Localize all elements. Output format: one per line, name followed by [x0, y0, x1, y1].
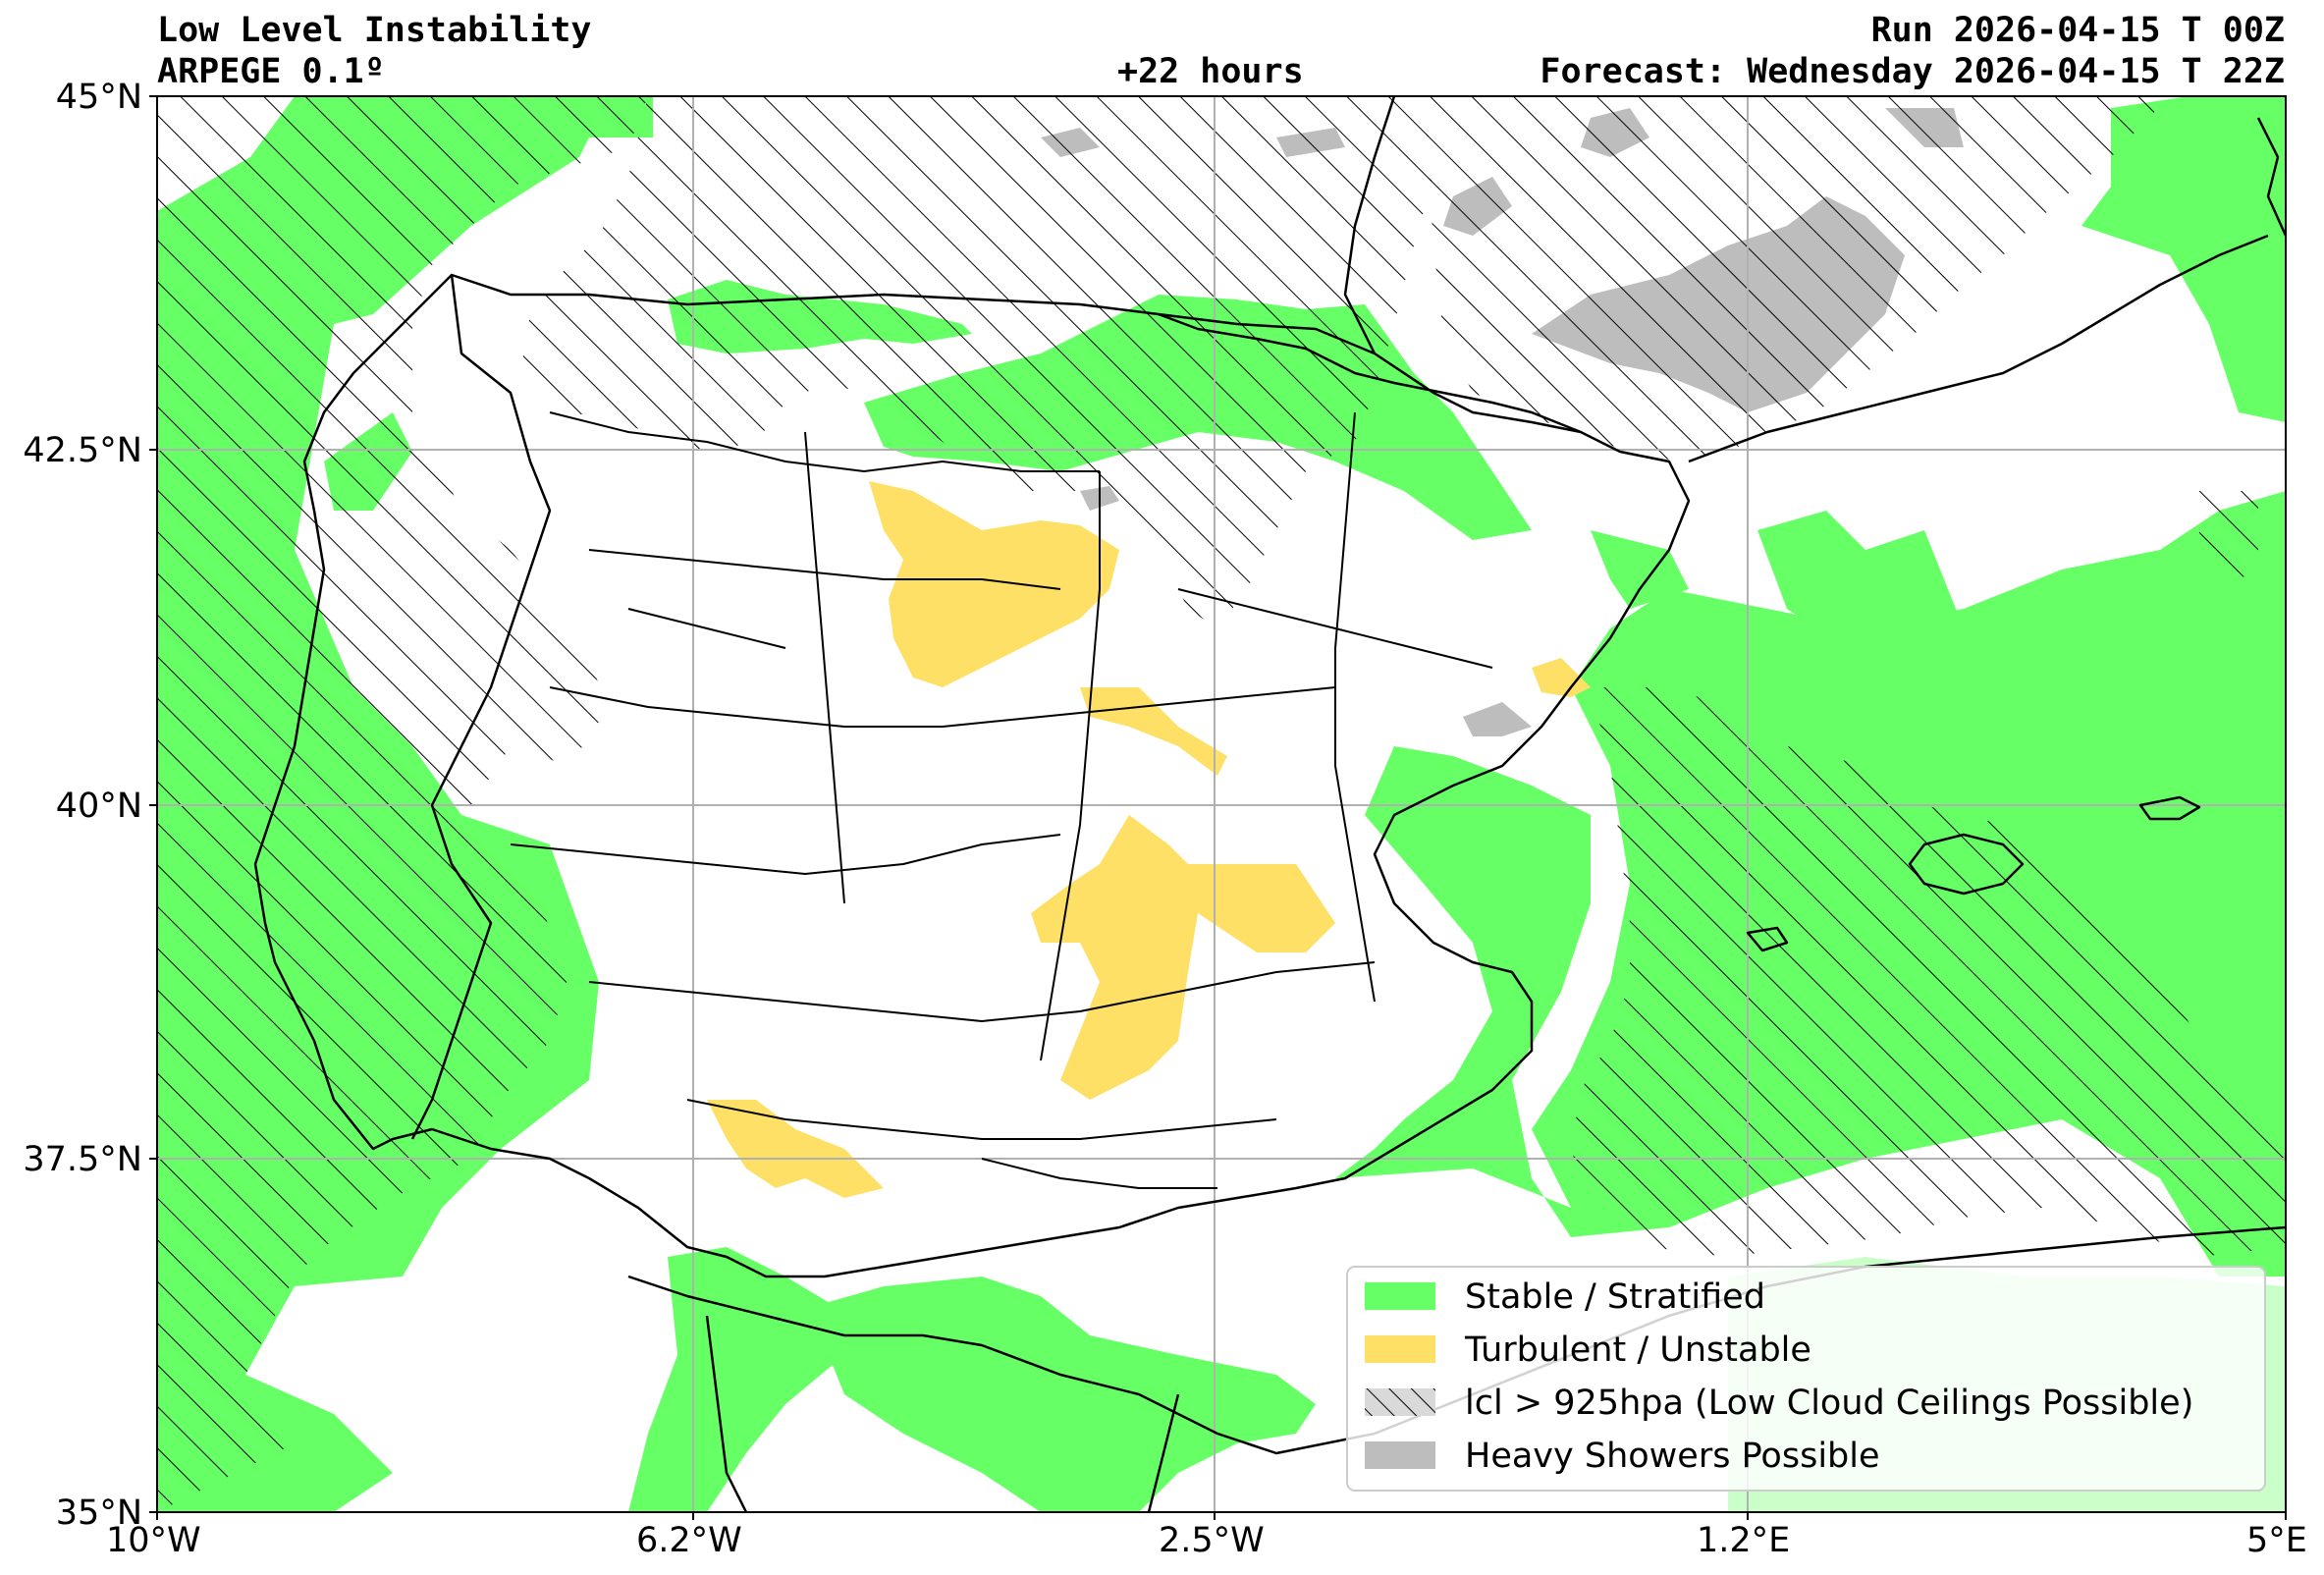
hatch-mediterranean [1571, 687, 2286, 1257]
model-label: ARPEGE 0.1º [157, 52, 385, 91]
north-africa-coast [627, 1225, 2286, 1455]
legend-swatch-lcl-hatch [1365, 1388, 1435, 1416]
legend-label-stable: Stable / Stratified [1465, 1277, 1765, 1317]
lon-label-1-2e: 1.2°E [1697, 1521, 1791, 1560]
legend: Stable / Stratified Turbulent / Unstable… [1346, 1266, 2266, 1492]
north-africa-border-1 [705, 1315, 748, 1512]
coastline-and-borders [253, 96, 2286, 1512]
unstable-la-mancha [1031, 815, 1335, 1100]
majorca-island [1908, 833, 2025, 896]
legend-swatch-showers [1365, 1441, 1435, 1469]
legend-label-showers: Heavy Showers Possible [1465, 1437, 1880, 1476]
forecast-valid-label: Forecast: Wednesday 2026-04-15 T 22Z [1540, 52, 2285, 91]
legend-label-unstable: Turbulent / Unstable [1464, 1331, 1811, 1370]
hatch-northeast [1424, 96, 2170, 462]
pyrenees-border [1158, 312, 1582, 434]
lon-label-5e: 5°E [2246, 1521, 2307, 1560]
corsica-sardinia-edge [2256, 117, 2286, 237]
lead-time-label: +22 hours [1117, 52, 1304, 91]
menorca-island [2138, 795, 2201, 821]
france-gulf-lion [1688, 234, 2269, 463]
lon-label-6-2w: 6.2°W [636, 1521, 742, 1560]
unstable-ebro-spot [1532, 658, 1591, 697]
legend-swatch-stable [1365, 1282, 1435, 1310]
showers-ebro [1463, 702, 1532, 736]
internal-province-lines [510, 411, 1493, 1189]
hatch-east-ne [2199, 491, 2258, 589]
unstable-castilla-north [869, 481, 1119, 687]
lat-label-35n: 35°N [55, 1494, 142, 1533]
stable-east-coast-strip [1757, 511, 1964, 648]
portugal-spain-border [410, 274, 552, 1140]
north-africa-border-2 [1147, 1393, 1180, 1512]
chart-title: Low Level Instability [157, 11, 592, 50]
tick-marks [149, 95, 2287, 1520]
legend-label-lcl: lcl > 925hpa (Low Cloud Ceilings Possibl… [1465, 1384, 2193, 1423]
hatch-north [520, 96, 1433, 628]
lat-label-42-5n: 42.5°N [23, 431, 142, 470]
stable-northeast [2081, 96, 2286, 422]
france-coast [1343, 96, 1396, 354]
unstable-andalucia [707, 1100, 884, 1198]
lat-label-45n: 45°N [55, 78, 142, 117]
legend-box [1346, 1266, 2266, 1492]
iberia-coastline [253, 273, 1691, 1278]
legend-swatch-unstable [1365, 1335, 1435, 1363]
stable-ebro [1591, 530, 1689, 609]
lat-label-40n: 40°N [55, 787, 142, 826]
stable-cadiz [628, 1247, 844, 1512]
run-label: Run 2026-04-15 T 00Z [1870, 11, 2285, 50]
lat-label-37-5n: 37.5°N [23, 1140, 142, 1179]
lon-label-2-5w: 2.5°W [1159, 1521, 1265, 1560]
ibiza-island [1746, 926, 1789, 952]
stable-alboran [815, 1276, 1316, 1512]
lon-label-10w: 10°W [106, 1521, 201, 1560]
